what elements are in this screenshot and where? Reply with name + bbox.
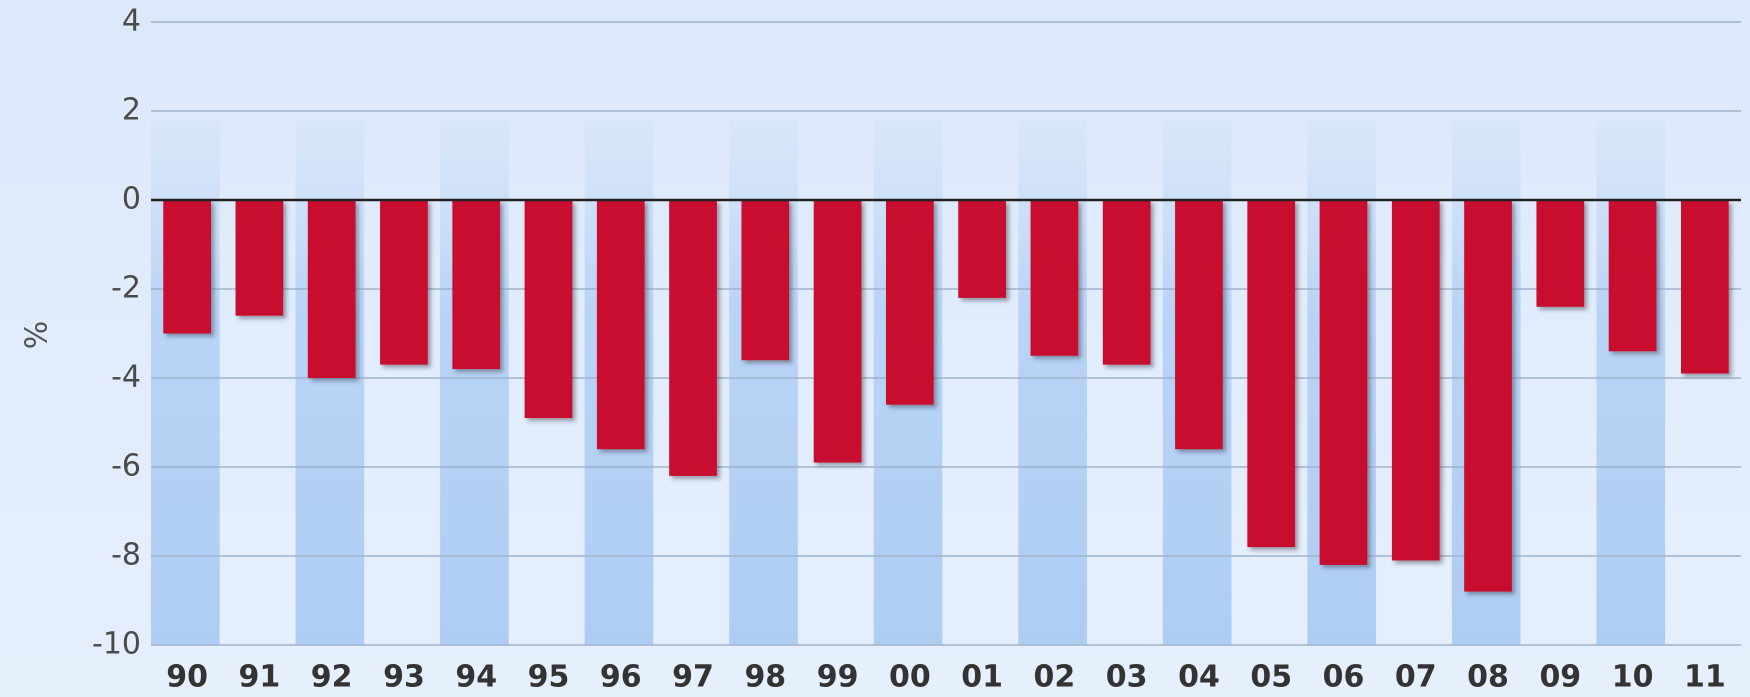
bar xyxy=(380,200,428,365)
x-tick-label: 93 xyxy=(383,660,425,695)
y-tick-label: -10 xyxy=(92,627,141,662)
x-tick-label: 02 xyxy=(1034,660,1076,695)
bar xyxy=(1247,200,1296,548)
bar xyxy=(1030,200,1079,356)
x-tick-label: 00 xyxy=(889,660,931,695)
y-tick-label: 2 xyxy=(122,93,141,128)
bar xyxy=(1536,200,1585,307)
bar xyxy=(741,200,790,361)
y-tick-label: -6 xyxy=(111,449,141,484)
x-tick-label: 07 xyxy=(1395,660,1437,695)
x-tick-label: 05 xyxy=(1250,660,1292,695)
x-tick-label: 90 xyxy=(166,660,208,695)
bar xyxy=(524,200,573,419)
x-tick-label: 97 xyxy=(672,660,714,695)
bar xyxy=(452,200,501,370)
bar xyxy=(596,200,645,450)
bar xyxy=(1102,200,1151,365)
y-tick-label: 0 xyxy=(122,182,141,217)
bar xyxy=(886,200,934,405)
bar xyxy=(307,200,356,378)
x-tick-label: 99 xyxy=(817,660,859,695)
bar xyxy=(1319,200,1368,565)
bar xyxy=(1391,200,1440,561)
bar xyxy=(163,200,211,334)
x-tick-label: 94 xyxy=(455,660,497,695)
bar xyxy=(1464,200,1512,592)
x-tick-label: 92 xyxy=(311,660,353,695)
x-tick-label: 95 xyxy=(528,660,570,695)
x-tick-label: 06 xyxy=(1323,660,1365,695)
bar xyxy=(1608,200,1657,352)
bar xyxy=(1681,200,1729,374)
x-tick-label: 11 xyxy=(1684,660,1726,695)
y-axis-label: % xyxy=(20,321,55,350)
y-tick-label: 4 xyxy=(122,4,141,39)
x-tick-label: 98 xyxy=(744,660,786,695)
bar xyxy=(669,200,717,476)
x-tick-label: 91 xyxy=(239,660,281,695)
x-tick-label: 04 xyxy=(1178,660,1220,695)
x-tick-label: 08 xyxy=(1467,660,1509,695)
y-tick-label: -8 xyxy=(111,538,141,573)
bar xyxy=(1175,200,1223,450)
x-tick-label: 03 xyxy=(1106,660,1148,695)
x-tick-label: 10 xyxy=(1612,660,1654,695)
x-tick-label: 09 xyxy=(1539,660,1581,695)
y-tick-label: -2 xyxy=(111,271,141,306)
x-tick-label: 01 xyxy=(961,660,1003,695)
bar xyxy=(813,200,862,463)
y-tick-label: -4 xyxy=(111,360,141,395)
x-tick-label: 96 xyxy=(600,660,642,695)
bar xyxy=(958,200,1006,298)
bar xyxy=(235,200,284,316)
